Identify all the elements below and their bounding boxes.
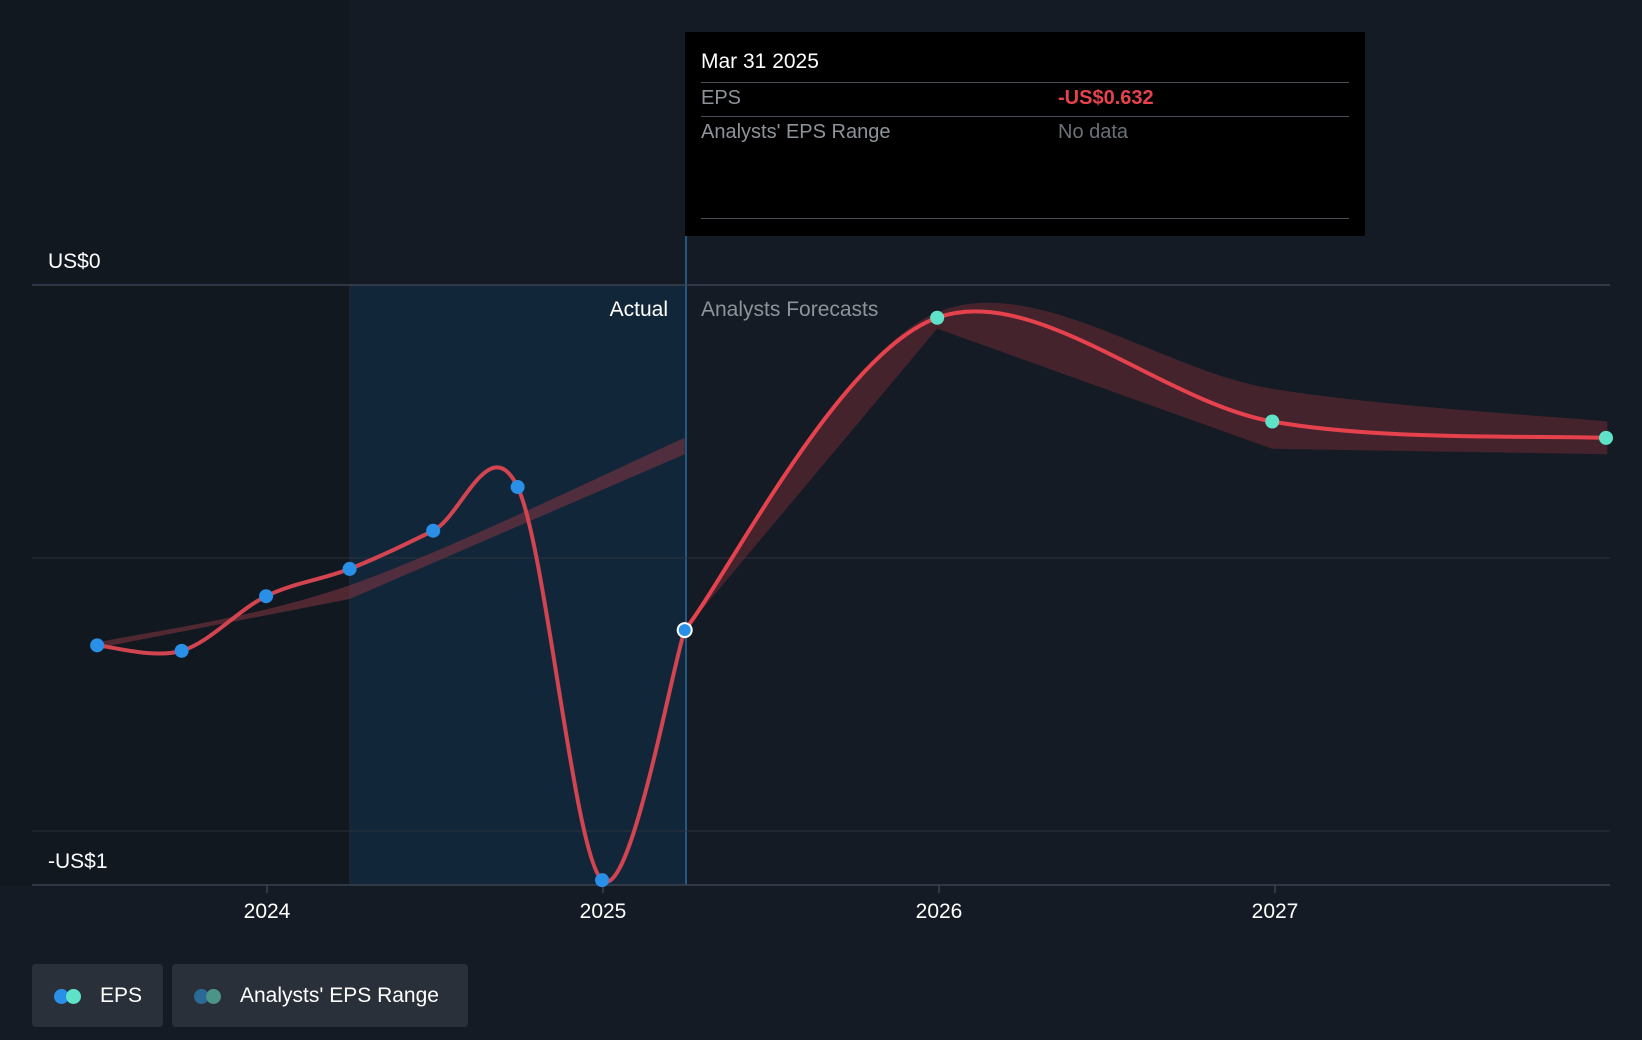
- tooltip-date: Mar 31 2025: [701, 50, 819, 73]
- actual-label: Actual: [610, 298, 668, 321]
- y-label-minus-one: -US$1: [48, 850, 108, 873]
- eps-forecast-line: [682, 309, 1608, 633]
- x-tick-2026: 2026: [916, 900, 963, 923]
- past-region: [0, 0, 350, 885]
- legend-eps-label: EPS: [100, 983, 143, 1007]
- legend-eps[interactable]: EPS: [32, 964, 163, 1027]
- eps-actual-point: [174, 643, 189, 658]
- eps-forecast-point: [1599, 430, 1613, 445]
- legend-range-icon: [194, 987, 228, 1005]
- forecast-range-band: [684, 302, 1608, 631]
- legend-range-actual-dot-icon: [194, 988, 209, 1004]
- legend-range-label: Analysts' EPS Range: [240, 983, 439, 1007]
- x-tick-2027: 2027: [1252, 900, 1299, 923]
- legend-analysts-range[interactable]: Analysts' EPS Range: [172, 964, 468, 1027]
- tooltip: Mar 31 2025 EPS -US$0.632 Analysts' EPS …: [685, 32, 1365, 236]
- legend-eps-icon: [54, 987, 88, 1005]
- eps-point-selected: [676, 622, 693, 639]
- eps-actual-point: [342, 561, 357, 576]
- eps-actual-point: [259, 589, 274, 604]
- eps-forecast-point: [1265, 414, 1280, 429]
- tooltip-eps-value: -US$0.632: [1058, 87, 1154, 109]
- y-label-zero: US$0: [48, 250, 101, 273]
- forecast-label: Analysts Forecasts: [701, 298, 878, 321]
- legend-forecast-dot-icon: [66, 988, 81, 1004]
- eps-actual-point: [595, 873, 610, 888]
- tooltip-range-label: Analysts' EPS Range: [701, 121, 891, 143]
- legend-actual-dot-icon: [54, 988, 69, 1004]
- eps-actual-point: [90, 638, 105, 653]
- eps-actual-point: [510, 480, 525, 495]
- tooltip-divider: [701, 218, 1349, 219]
- x-axis-ticks: 2024 2025 2026 2027: [244, 885, 1299, 923]
- eps-actual-point: [426, 523, 441, 538]
- tooltip-range-value: No data: [1058, 121, 1129, 143]
- x-tick-2024: 2024: [244, 900, 291, 923]
- tooltip-divider: [701, 116, 1349, 117]
- tooltip-eps-label: EPS: [701, 87, 742, 109]
- legend-range-forecast-dot-icon: [206, 988, 221, 1004]
- x-tick-2025: 2025: [580, 900, 627, 923]
- eps-forecast-point: [930, 310, 945, 325]
- chart-marks: [90, 302, 1613, 888]
- tooltip-divider: [701, 82, 1349, 83]
- actual-highlight-region: [350, 285, 686, 885]
